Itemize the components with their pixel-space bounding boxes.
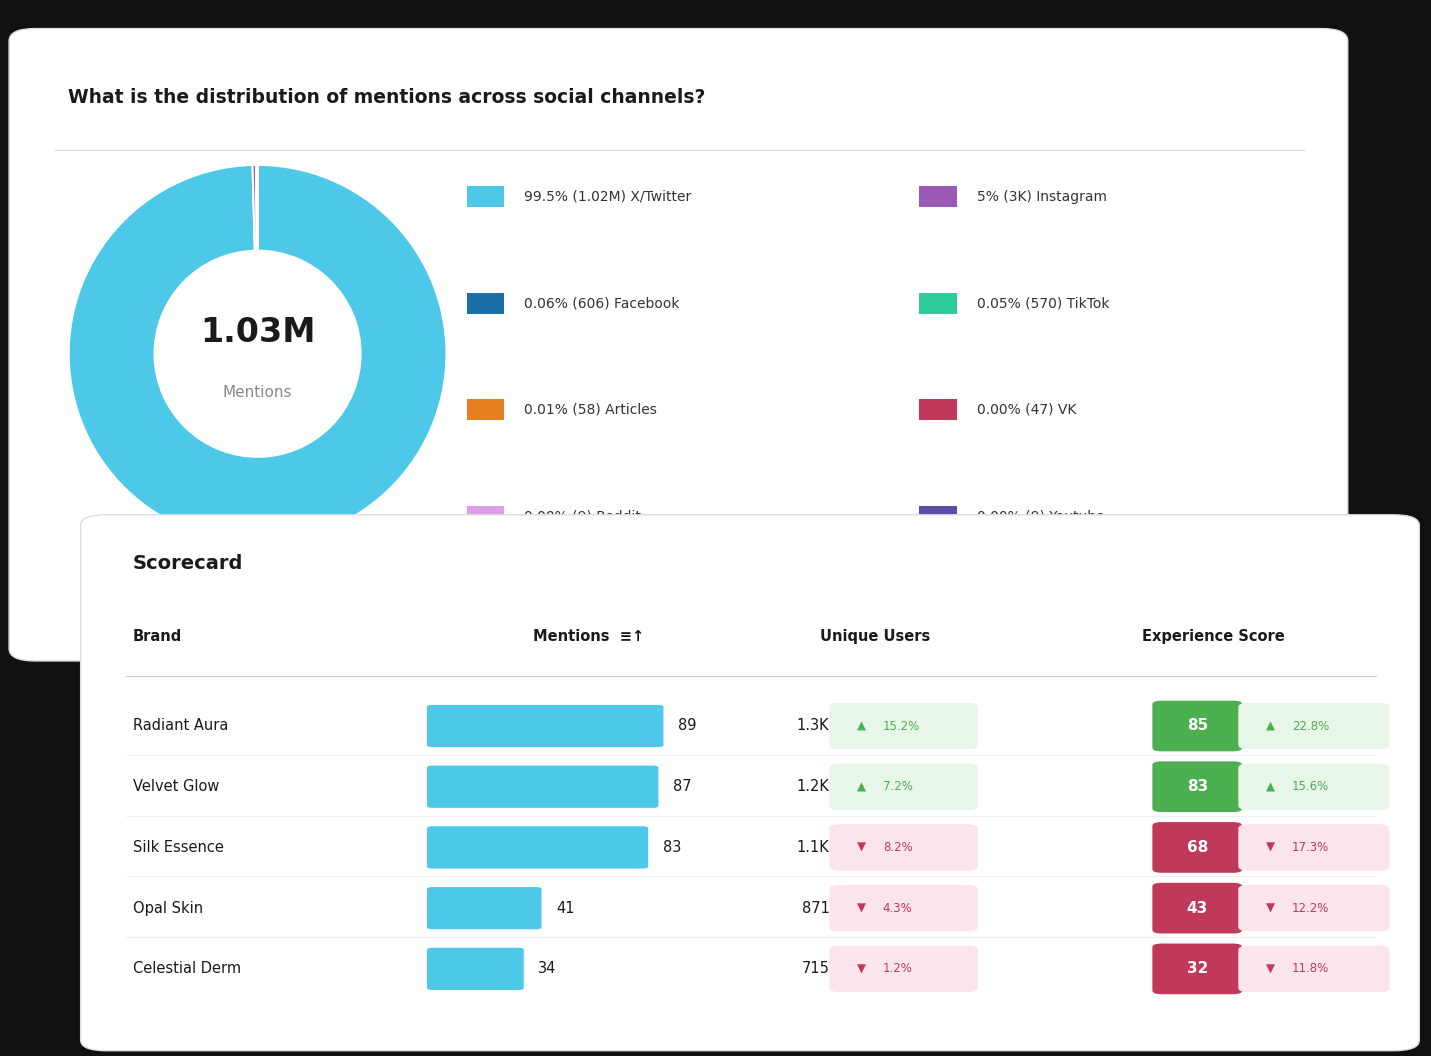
FancyBboxPatch shape — [467, 399, 504, 420]
Text: ▲: ▲ — [857, 780, 866, 793]
Text: 22.8%: 22.8% — [1292, 719, 1329, 733]
Text: 0.06% (606) Facebook: 0.06% (606) Facebook — [524, 297, 680, 310]
Text: 5% (3K) Instagram: 5% (3K) Instagram — [977, 190, 1108, 204]
Text: 1.1K: 1.1K — [797, 840, 830, 855]
FancyBboxPatch shape — [919, 506, 956, 527]
FancyBboxPatch shape — [426, 705, 664, 748]
Text: Velvet Glow: Velvet Glow — [133, 779, 219, 794]
FancyBboxPatch shape — [830, 763, 977, 810]
Text: 4.3%: 4.3% — [883, 902, 913, 914]
Text: 0.05% (570) TikTok: 0.05% (570) TikTok — [977, 297, 1109, 310]
Text: ▼: ▼ — [857, 962, 866, 976]
Text: ▼: ▼ — [1265, 841, 1275, 854]
Text: 1.3K: 1.3K — [797, 718, 830, 734]
Text: ▼: ▼ — [1265, 962, 1275, 976]
Text: ▼: ▼ — [857, 902, 866, 914]
FancyBboxPatch shape — [467, 186, 504, 207]
FancyBboxPatch shape — [426, 766, 658, 808]
Text: ▲: ▲ — [1265, 719, 1275, 733]
FancyBboxPatch shape — [1152, 944, 1242, 995]
Text: 17.3%: 17.3% — [1292, 841, 1329, 854]
FancyBboxPatch shape — [1238, 946, 1390, 993]
Text: 85: 85 — [1186, 718, 1208, 734]
FancyBboxPatch shape — [1152, 822, 1242, 872]
Text: 0.01% (58) Articles: 0.01% (58) Articles — [524, 402, 657, 417]
FancyBboxPatch shape — [1152, 883, 1242, 934]
Text: 1.03M: 1.03M — [200, 316, 315, 348]
Text: 15.2%: 15.2% — [883, 719, 920, 733]
Text: ▲: ▲ — [1265, 780, 1275, 793]
FancyBboxPatch shape — [80, 514, 1420, 1051]
Text: 0.00% (9) Reddit: 0.00% (9) Reddit — [524, 509, 641, 523]
FancyBboxPatch shape — [1152, 701, 1242, 752]
Text: 89: 89 — [678, 718, 697, 734]
FancyBboxPatch shape — [467, 506, 504, 527]
FancyBboxPatch shape — [1152, 761, 1242, 812]
FancyBboxPatch shape — [919, 399, 956, 420]
Text: Radiant Aura: Radiant Aura — [133, 718, 228, 734]
Text: 15.6%: 15.6% — [1292, 780, 1329, 793]
Text: 87: 87 — [673, 779, 691, 794]
FancyBboxPatch shape — [919, 186, 956, 207]
Text: 83: 83 — [1186, 779, 1208, 794]
Text: ▼: ▼ — [857, 841, 866, 854]
Text: 41: 41 — [555, 901, 574, 916]
Text: 99.5% (1.02M) X/Twitter: 99.5% (1.02M) X/Twitter — [524, 190, 691, 204]
Text: Silk Essence: Silk Essence — [133, 840, 223, 855]
FancyBboxPatch shape — [830, 885, 977, 931]
FancyBboxPatch shape — [1238, 824, 1390, 870]
Text: 1.2%: 1.2% — [883, 962, 913, 976]
Text: ▲: ▲ — [857, 719, 866, 733]
Text: 8.2%: 8.2% — [883, 841, 913, 854]
Text: ▼: ▼ — [1265, 902, 1275, 914]
Text: Scorecard: Scorecard — [133, 554, 243, 573]
FancyBboxPatch shape — [1238, 763, 1390, 810]
Text: Opal Skin: Opal Skin — [133, 901, 203, 916]
Text: Mentions: Mentions — [223, 384, 292, 400]
FancyBboxPatch shape — [830, 824, 977, 870]
FancyBboxPatch shape — [919, 293, 956, 314]
Text: 715: 715 — [801, 961, 830, 977]
FancyBboxPatch shape — [426, 887, 541, 929]
Text: 1.2K: 1.2K — [797, 779, 830, 794]
Text: Unique Users: Unique Users — [820, 628, 930, 644]
Text: What is the distribution of mentions across social channels?: What is the distribution of mentions acr… — [67, 88, 705, 107]
Text: 871: 871 — [801, 901, 830, 916]
Wedge shape — [69, 165, 446, 543]
FancyBboxPatch shape — [1238, 885, 1390, 931]
Text: 7.2%: 7.2% — [883, 780, 913, 793]
Text: Brand: Brand — [133, 628, 182, 644]
FancyBboxPatch shape — [426, 948, 524, 991]
FancyBboxPatch shape — [426, 826, 648, 868]
Text: Celestial Derm: Celestial Derm — [133, 961, 240, 977]
Text: Mentions  ≡↑: Mentions ≡↑ — [532, 628, 644, 644]
Text: 12.2%: 12.2% — [1292, 902, 1329, 914]
Text: 68: 68 — [1186, 840, 1208, 855]
Text: 11.8%: 11.8% — [1292, 962, 1329, 976]
Text: 0.00% (47) VK: 0.00% (47) VK — [977, 402, 1076, 417]
Text: 0.00% (9) Youtube: 0.00% (9) Youtube — [977, 509, 1105, 523]
Text: 34: 34 — [538, 961, 557, 977]
Text: 43: 43 — [1186, 901, 1208, 916]
FancyBboxPatch shape — [467, 293, 504, 314]
Wedge shape — [252, 165, 256, 250]
FancyBboxPatch shape — [9, 29, 1348, 661]
FancyBboxPatch shape — [1238, 703, 1390, 750]
FancyBboxPatch shape — [830, 946, 977, 993]
FancyBboxPatch shape — [830, 703, 977, 750]
Text: 83: 83 — [663, 840, 681, 855]
Text: 32: 32 — [1186, 961, 1208, 977]
Text: Experience Score: Experience Score — [1142, 628, 1285, 644]
